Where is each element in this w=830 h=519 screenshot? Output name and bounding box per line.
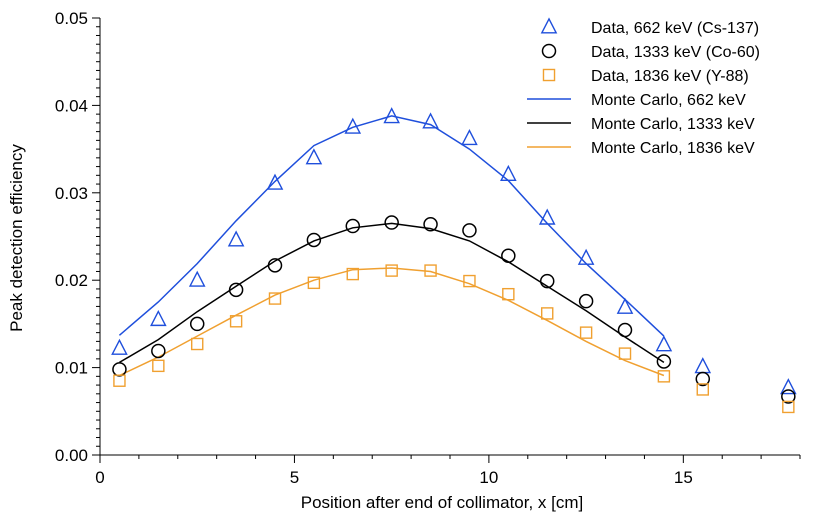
legend-label: Monte Carlo, 1836 keV [591, 140, 755, 157]
data-point [345, 218, 361, 234]
data-point [424, 264, 437, 277]
legend: Data, 662 keV (Cs-137) Data, 1333 keV (Co… [527, 17, 760, 157]
axes: 0 5 10 15 0.00 0.01 0.02 0.03 0.04 0.05 [55, 9, 801, 487]
x-tick-label: 0 [95, 468, 104, 487]
data-point [150, 309, 167, 327]
y-tick-label: 0.05 [55, 9, 88, 28]
data-point [305, 148, 323, 165]
data-point [266, 173, 284, 190]
data-point [694, 357, 712, 374]
data-markers [111, 107, 797, 414]
legend-label: Data, 1836 keV (Y-88) [591, 68, 749, 85]
data-point [617, 322, 633, 338]
data-point [112, 362, 127, 377]
data-point [190, 337, 204, 351]
data-point [618, 347, 632, 360]
data-point [462, 223, 477, 238]
data-point [306, 232, 322, 248]
data-point [782, 400, 795, 414]
x-tick-label: 15 [674, 468, 693, 487]
data-point [383, 107, 400, 124]
data-point [538, 208, 556, 225]
data-point [539, 273, 555, 289]
data-point [616, 297, 634, 314]
data-point [151, 343, 166, 359]
data-point [227, 230, 245, 247]
legend-label: Monte Carlo, 662 keV [591, 92, 746, 109]
series-line [118, 115, 665, 337]
data-point [780, 378, 797, 395]
data-point [422, 112, 439, 129]
y-axis-label: Peak detection efficiency [7, 144, 26, 332]
data-point [384, 215, 399, 230]
data-point [695, 371, 711, 387]
data-point [500, 164, 517, 181]
x-axis-label: Position after end of collimator, x [cm] [301, 493, 584, 512]
legend-label: Data, 1333 keV (Co-60) [591, 44, 760, 61]
y-tick-label: 0.01 [55, 359, 88, 378]
data-point [501, 248, 516, 263]
monte-carlo-lines [118, 115, 665, 377]
data-point [423, 217, 438, 232]
series-line [119, 222, 665, 364]
y-tick-label: 0.02 [55, 271, 88, 290]
data-point [656, 354, 672, 369]
y-tick-label: 0.04 [55, 96, 88, 115]
data-point [229, 315, 243, 328]
data-point [188, 270, 206, 287]
data-point [781, 389, 796, 404]
data-point [540, 307, 554, 320]
data-point [579, 326, 593, 339]
data-point [385, 264, 398, 277]
data-point [578, 293, 594, 309]
data-point [463, 274, 476, 288]
data-point [461, 129, 478, 146]
legend-label: Data, 662 keV (Cs-137) [591, 20, 759, 37]
y-tick-label: 0.03 [55, 184, 88, 203]
data-point [189, 316, 205, 332]
data-point [267, 258, 283, 273]
data-point [696, 383, 710, 396]
x-tick-label: 5 [290, 468, 299, 487]
data-point [655, 335, 673, 352]
data-point [228, 282, 244, 298]
legend-swatch [541, 43, 557, 59]
data-point [152, 359, 165, 373]
data-point [502, 287, 515, 301]
data-point [268, 292, 282, 305]
data-point [346, 267, 360, 281]
data-point [111, 338, 128, 355]
data-point [307, 276, 321, 290]
legend-swatch [540, 17, 558, 34]
legend-swatch [542, 68, 556, 82]
data-point [344, 117, 362, 134]
data-point [657, 370, 671, 383]
series-line [119, 267, 665, 377]
legend-label: Monte Carlo, 1333 keV [591, 116, 755, 133]
y-tick-label: 0.00 [55, 446, 88, 465]
x-tick-label: 10 [479, 468, 498, 487]
data-point [113, 374, 126, 387]
data-point [577, 248, 595, 265]
